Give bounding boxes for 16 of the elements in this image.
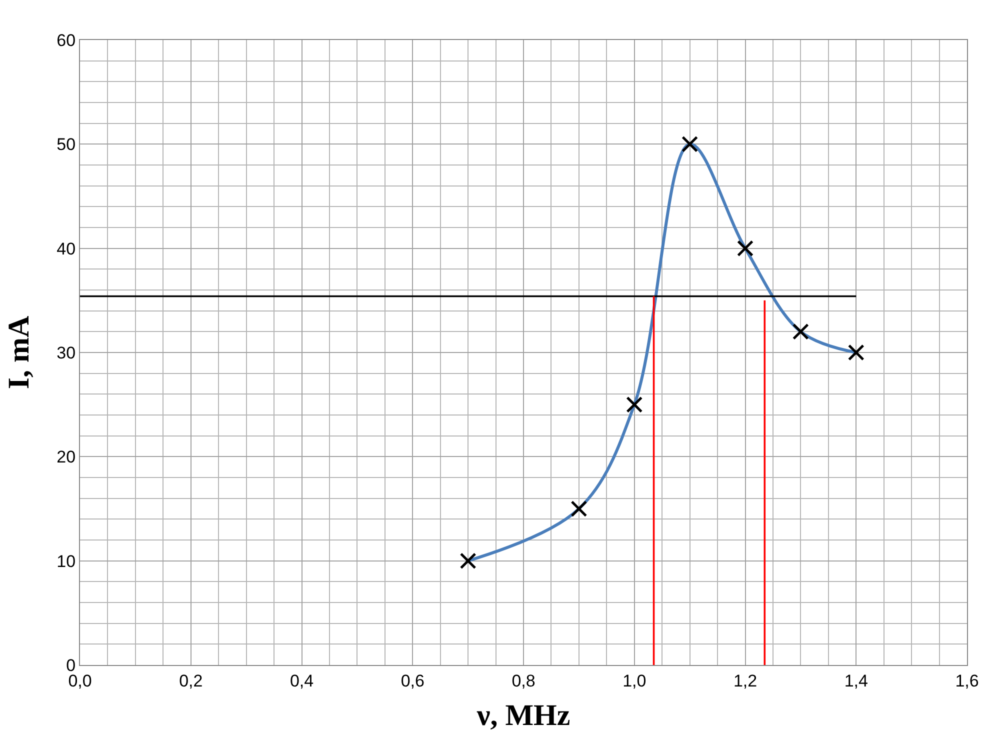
- x-tick-label: 1,0: [622, 671, 646, 690]
- y-axis-title: I, mA: [2, 316, 36, 390]
- y-tick-label: 50: [56, 135, 76, 154]
- y-tick-label: 10: [56, 552, 76, 571]
- x-tick-label: 0,8: [512, 671, 536, 690]
- y-tick-label: 30: [56, 343, 76, 362]
- y-tick-label: 40: [56, 239, 76, 258]
- x-tick-label: 0,4: [290, 671, 314, 690]
- x-tick-label: 0,6: [400, 671, 424, 690]
- x-tick-label: 1,2: [733, 671, 758, 690]
- x-axis-title: ν, MHz: [476, 698, 570, 732]
- y-tick-label: 20: [56, 448, 76, 467]
- x-tick-label: 1,6: [955, 671, 979, 690]
- x-tick-label: 0,2: [179, 671, 203, 690]
- x-tick-label: 1,4: [844, 671, 868, 690]
- y-tick-label: 60: [56, 30, 76, 50]
